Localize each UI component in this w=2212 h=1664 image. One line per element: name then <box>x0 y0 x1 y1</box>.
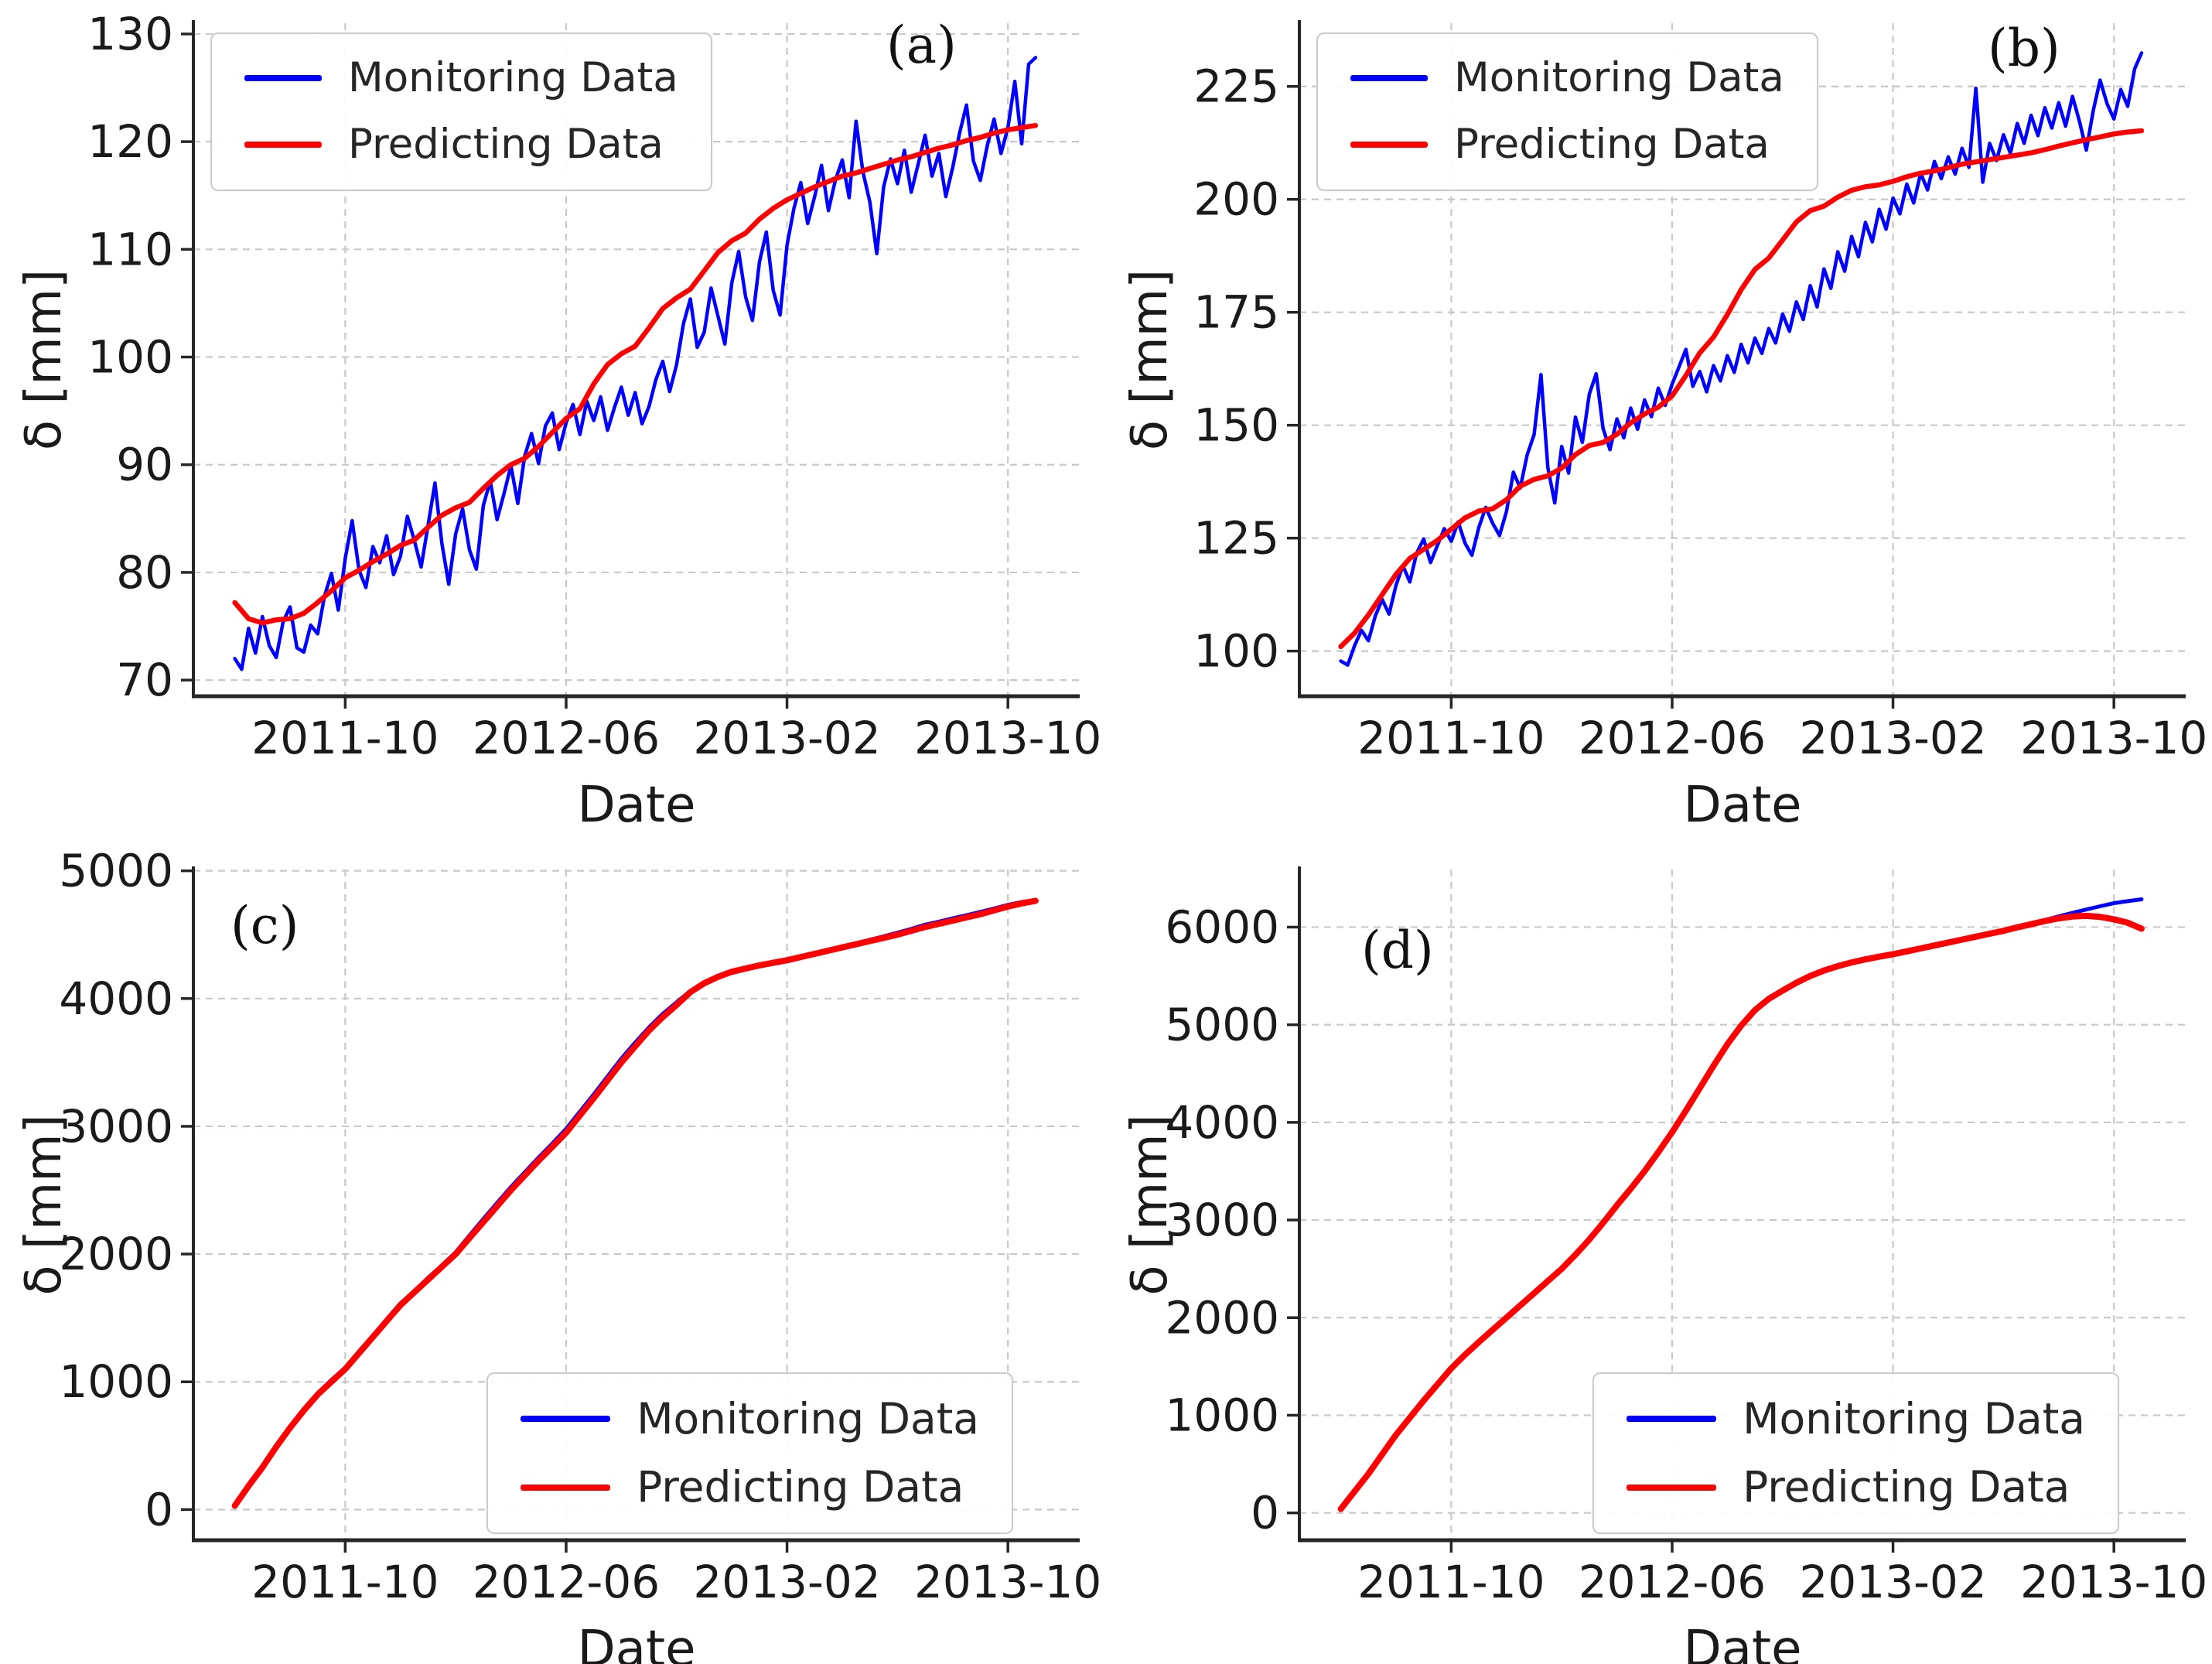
x-tick-label: 2012-06 <box>1579 1556 1766 1608</box>
panel-d-plot: 2011-10 2012-06 2013-02 2013-10 0 1000 2000 300… <box>1121 866 2207 1664</box>
y-tick-label: 120 <box>87 115 173 168</box>
y-axis-label: δ [mm] <box>1121 269 1179 450</box>
y-tick-label: 225 <box>1193 60 1279 113</box>
legend-label-monitoring: Monitoring Data <box>637 1393 979 1444</box>
y-tick-label: 150 <box>1193 399 1279 452</box>
x-tick-label: 2012-06 <box>1579 712 1766 764</box>
legend-item-monitoring: Monitoring Data <box>244 53 678 104</box>
legend-item-predicting: Predicting Data <box>244 119 678 170</box>
y-axis-label: δ [mm] <box>1121 1114 1179 1295</box>
y-tick-label: 0 <box>145 1483 173 1536</box>
x-tick-label: 2011-10 <box>251 1556 439 1608</box>
y-tick-label: 130 <box>87 8 173 60</box>
y-tick-label: 2000 <box>1165 1291 1279 1344</box>
legend-item-monitoring: Monitoring Data <box>1350 53 1784 104</box>
panel-c-plot: 2011-10 2012-06 2013-02 2013-10 0 1000 2000 300… <box>15 845 1101 1664</box>
x-tick-label: 2011-10 <box>251 712 439 764</box>
y-tick-label: 70 <box>116 654 173 706</box>
series-line-predicting <box>232 122 1039 626</box>
legend-line-monitoring-icon <box>521 1415 611 1422</box>
panel-b: 2011-10 2012-06 2013-02 2013-10 100 125 150 175… <box>1106 0 2212 832</box>
x-tick-label: 2013-10 <box>2020 712 2207 764</box>
panel-a-label: (a) <box>886 15 957 75</box>
legend-panel-b: Monitoring Data Predicting Data <box>1316 32 1818 191</box>
y-axis-label: δ [mm] <box>15 269 73 450</box>
y-tick-label: 4000 <box>59 972 173 1025</box>
legend-item-monitoring: Monitoring Data <box>521 1392 979 1446</box>
y-tick-label: 175 <box>1193 286 1279 339</box>
legend-panel-d: Monitoring Data Predicting Data <box>1592 1372 2119 1534</box>
legend-line-predicting-icon <box>244 142 322 149</box>
legend-line-monitoring-icon <box>244 75 322 82</box>
panel-d: 2011-10 2012-06 2013-02 2013-10 0 1000 2000 300… <box>1106 832 2212 1664</box>
x-tick-label: 2013-02 <box>1799 1556 1986 1608</box>
y-tick-label: 125 <box>1193 512 1279 565</box>
y-tick-label: 80 <box>116 546 173 599</box>
x-tick-label: 2013-02 <box>693 712 880 764</box>
y-tick-label: 110 <box>87 223 173 275</box>
y-tick-label: 3000 <box>59 1100 173 1153</box>
panel-b-plot: 2011-10 2012-06 2013-02 2013-10 100 125 150 175… <box>1121 20 2207 832</box>
y-tick-label: 100 <box>1193 625 1279 678</box>
x-tick-label: 2013-02 <box>693 1556 880 1608</box>
legend-label-monitoring: Monitoring Data <box>1454 54 1784 101</box>
legend-line-predicting-icon <box>521 1484 611 1491</box>
legend-item-predicting: Predicting Data <box>1350 119 1784 170</box>
x-axis-label: Date <box>578 1621 696 1664</box>
y-tick-label: 4000 <box>1165 1096 1279 1149</box>
x-tick-label: 2012-06 <box>473 712 660 764</box>
y-tick-label: 5000 <box>59 845 173 897</box>
legend-panel-a: Monitoring Data Predicting Data <box>210 32 712 191</box>
y-tick-label: 1000 <box>59 1355 173 1408</box>
y-tick-label: 1000 <box>1165 1389 1279 1441</box>
x-tick-label: 2013-10 <box>914 712 1101 764</box>
legend-label-predicting: Predicting Data <box>1743 1462 2070 1512</box>
x-tick-label: 2011-10 <box>1357 1556 1545 1608</box>
y-tick-label: 90 <box>116 439 173 491</box>
legend-label-predicting: Predicting Data <box>348 121 664 169</box>
x-tick-label: 2012-06 <box>473 1556 660 1608</box>
series-line-predicting <box>1337 912 2145 1512</box>
panel-a: 2011-10 2012-06 2013-02 2013-10 70 80 90 100 110… <box>0 0 1106 832</box>
x-tick-label: 2013-10 <box>914 1556 1101 1608</box>
legend-panel-c: Monitoring Data Predicting Data <box>486 1372 1013 1534</box>
x-tick-label: 2011-10 <box>1357 712 1545 764</box>
legend-item-monitoring: Monitoring Data <box>1627 1392 2085 1446</box>
x-axis-label: Date <box>1684 1621 1802 1664</box>
x-axis-label: Date <box>578 777 696 832</box>
y-tick-label: 3000 <box>1165 1194 1279 1246</box>
panel-a-plot: 2011-10 2012-06 2013-02 2013-10 70 80 90 100 110… <box>15 8 1101 832</box>
panel-c: 2011-10 2012-06 2013-02 2013-10 0 1000 2000 300… <box>0 832 1106 1664</box>
series-line-predicting <box>231 897 1039 1509</box>
y-axis-label: δ [mm] <box>15 1114 73 1295</box>
x-tick-label: 2013-10 <box>2020 1556 2207 1608</box>
legend-item-predicting: Predicting Data <box>1627 1461 2085 1514</box>
y-tick-label: 0 <box>1251 1487 1279 1539</box>
y-tick-label: 5000 <box>1165 999 1279 1051</box>
y-tick-label: 100 <box>87 331 173 384</box>
legend-item-predicting: Predicting Data <box>521 1461 979 1514</box>
y-tick-label: 6000 <box>1165 900 1279 953</box>
legend-label-monitoring: Monitoring Data <box>348 54 678 101</box>
legend-label-predicting: Predicting Data <box>637 1462 964 1512</box>
y-tick-label: 200 <box>1193 173 1279 226</box>
x-tick-label: 2013-02 <box>1799 712 1986 764</box>
x-axis-label: Date <box>1684 777 1802 832</box>
series-line-monitoring <box>1339 51 2144 667</box>
legend-line-monitoring-icon <box>1627 1415 1717 1422</box>
series-line-predicting <box>1338 128 2145 650</box>
legend-line-predicting-icon <box>1350 142 1428 149</box>
legend-line-monitoring-icon <box>1350 75 1428 82</box>
y-tick-label: 2000 <box>59 1228 173 1280</box>
legend-line-predicting-icon <box>1627 1484 1717 1491</box>
legend-label-monitoring: Monitoring Data <box>1743 1393 2085 1444</box>
legend-label-predicting: Predicting Data <box>1454 121 1770 169</box>
panel-c-label: (c) <box>230 896 299 955</box>
panel-b-label: (b) <box>1988 19 2060 78</box>
panel-d-label: (d) <box>1361 921 1434 980</box>
